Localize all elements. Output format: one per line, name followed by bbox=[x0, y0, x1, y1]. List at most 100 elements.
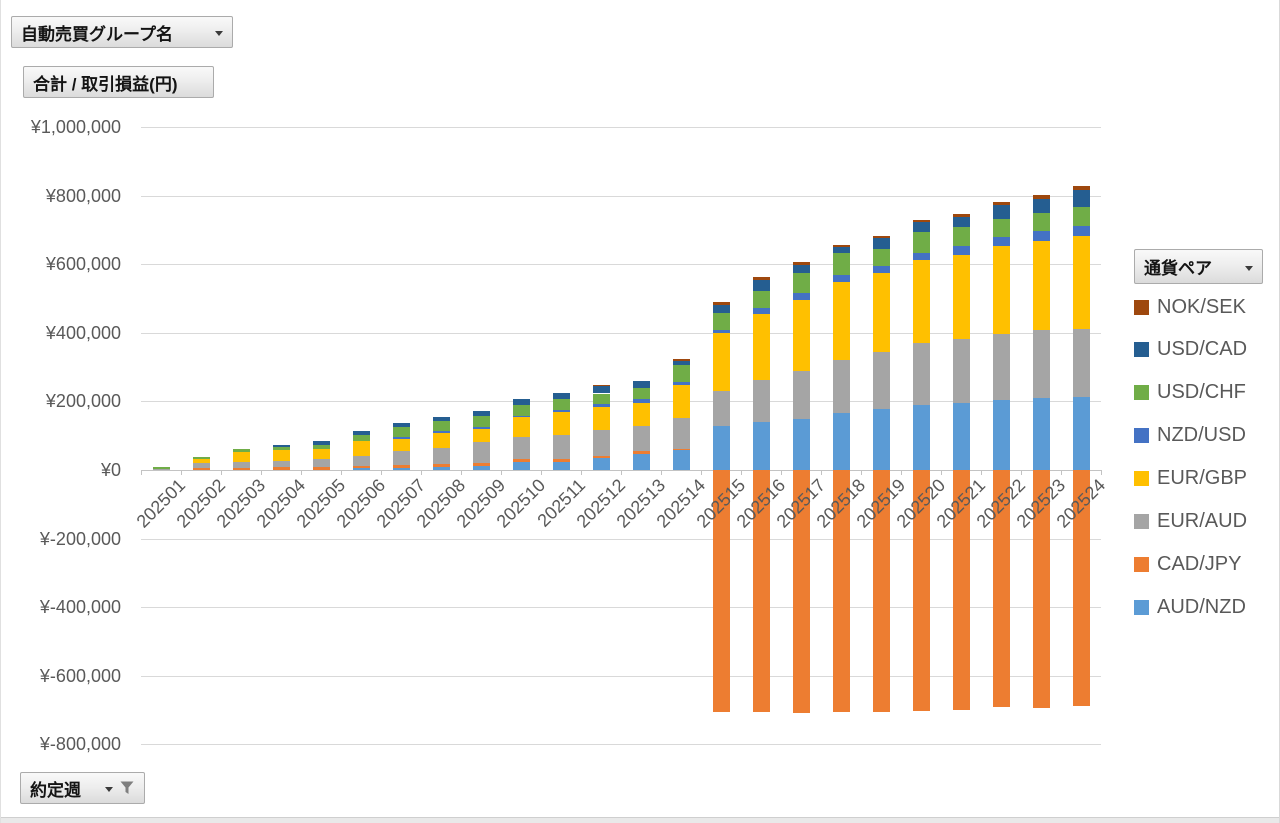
bar-segment bbox=[192, 467, 210, 470]
axis-tick bbox=[1061, 470, 1062, 475]
bar-segment bbox=[832, 359, 850, 414]
axis-tick bbox=[861, 470, 862, 475]
legend-swatch-icon bbox=[1134, 385, 1149, 401]
dropdown-arrow-icon bbox=[1245, 265, 1253, 271]
gridline bbox=[141, 676, 1101, 677]
bar-segment bbox=[1032, 241, 1050, 331]
bar-segment bbox=[832, 282, 850, 360]
legend-item-label: USD/CHF bbox=[1157, 381, 1246, 404]
axis-tick bbox=[581, 470, 582, 475]
bar-segment bbox=[792, 262, 810, 265]
bar-segment bbox=[352, 441, 370, 456]
bar-segment bbox=[832, 275, 850, 283]
bar-segment bbox=[432, 431, 450, 434]
bar-segment bbox=[792, 470, 810, 713]
legend-item: USD/CHF bbox=[1134, 381, 1246, 404]
bar-segment bbox=[512, 417, 530, 438]
legend-item: EUR/AUD bbox=[1134, 510, 1247, 533]
legend-item: AUD/NZD bbox=[1134, 596, 1246, 618]
bar-segment bbox=[312, 459, 330, 467]
bar-segment bbox=[672, 417, 690, 449]
axis-tick bbox=[821, 470, 822, 475]
value-field-button[interactable]: 合計 / 取引損益(円) bbox=[23, 66, 214, 98]
bar-segment bbox=[712, 313, 730, 331]
axis-tick bbox=[221, 470, 222, 475]
legend-item-label: NOK/SEK bbox=[1157, 295, 1246, 318]
bar-segment bbox=[792, 418, 810, 470]
bar-segment bbox=[552, 462, 570, 470]
gridline bbox=[141, 744, 1101, 745]
bar-segment bbox=[592, 458, 610, 470]
legend-swatch-icon bbox=[1134, 556, 1149, 572]
bar-segment bbox=[432, 417, 450, 422]
y-axis-tick-label: ¥-400,000 bbox=[39, 597, 121, 617]
bar-segment bbox=[872, 235, 890, 239]
axis-tick bbox=[261, 470, 262, 475]
bar-segment bbox=[712, 302, 730, 305]
axis-tick bbox=[541, 470, 542, 475]
bar-segment bbox=[432, 447, 450, 465]
bar-segment bbox=[952, 254, 970, 340]
legend-swatch-icon bbox=[1134, 599, 1149, 615]
bar-segment bbox=[952, 470, 970, 711]
bar-segment bbox=[592, 384, 610, 386]
axis-tick bbox=[341, 470, 342, 475]
group-name-field-button[interactable]: 自動売買グループ名 bbox=[11, 16, 233, 48]
bar-segment bbox=[512, 437, 530, 459]
bar-segment bbox=[352, 430, 370, 435]
bar-segment bbox=[472, 416, 490, 428]
bar-segment bbox=[752, 421, 770, 470]
legend-swatch-icon bbox=[1134, 342, 1149, 358]
bar-segment bbox=[632, 380, 650, 389]
bar-segment bbox=[712, 391, 730, 427]
bar-segment bbox=[192, 456, 210, 459]
bar-segment bbox=[592, 393, 610, 405]
bar-segment bbox=[472, 428, 490, 442]
bar-segment bbox=[872, 351, 890, 409]
bar-segment bbox=[512, 415, 530, 418]
bar-segment bbox=[392, 427, 410, 437]
bar-segment bbox=[792, 264, 810, 274]
axis-tick bbox=[981, 470, 982, 475]
bar-segment bbox=[432, 433, 450, 448]
axis-tick bbox=[661, 470, 662, 475]
y-axis-tick-label: ¥-800,000 bbox=[39, 734, 121, 754]
bar-segment bbox=[1032, 397, 1050, 470]
bar-segment bbox=[512, 459, 530, 462]
axis-tick bbox=[501, 470, 502, 475]
bar-segment bbox=[512, 404, 530, 416]
bar-segment bbox=[432, 466, 450, 470]
bar-segment bbox=[992, 204, 1010, 219]
bar-segment bbox=[672, 358, 690, 361]
bar-segment bbox=[872, 265, 890, 274]
y-axis-tick-label: ¥800,000 bbox=[45, 186, 121, 206]
chart-frame-bottom-edge bbox=[1, 817, 1279, 823]
bar-segment bbox=[872, 273, 890, 352]
bar-segment bbox=[672, 450, 690, 470]
gridline bbox=[141, 127, 1101, 128]
axis-field-button[interactable]: 約定週 bbox=[20, 772, 145, 804]
bar-segment bbox=[1072, 470, 1090, 706]
gridline bbox=[141, 333, 1101, 334]
axis-tick bbox=[781, 470, 782, 475]
y-axis-tick-label: ¥600,000 bbox=[45, 254, 121, 274]
axis-tick bbox=[421, 470, 422, 475]
bar-segment bbox=[712, 470, 730, 712]
legend-swatch-icon bbox=[1134, 514, 1149, 529]
bar-segment bbox=[152, 466, 170, 469]
legend-item: EUR/GBP bbox=[1134, 467, 1247, 490]
bar-segment bbox=[192, 463, 210, 468]
bar-segment bbox=[872, 238, 890, 250]
legend-field-button[interactable]: 通貨ペア bbox=[1134, 249, 1263, 284]
bar-segment bbox=[752, 470, 770, 712]
bar-segment bbox=[952, 216, 970, 228]
axis-tick bbox=[701, 470, 702, 475]
legend-item: USD/CAD bbox=[1134, 338, 1247, 361]
bar-segment bbox=[592, 404, 610, 407]
bar-segment bbox=[632, 388, 650, 400]
axis-tick bbox=[301, 470, 302, 475]
bar-segment bbox=[1032, 195, 1050, 199]
y-axis-tick-label: ¥400,000 bbox=[45, 323, 121, 343]
bar-segment bbox=[992, 237, 1010, 247]
bar-segment bbox=[352, 434, 370, 442]
